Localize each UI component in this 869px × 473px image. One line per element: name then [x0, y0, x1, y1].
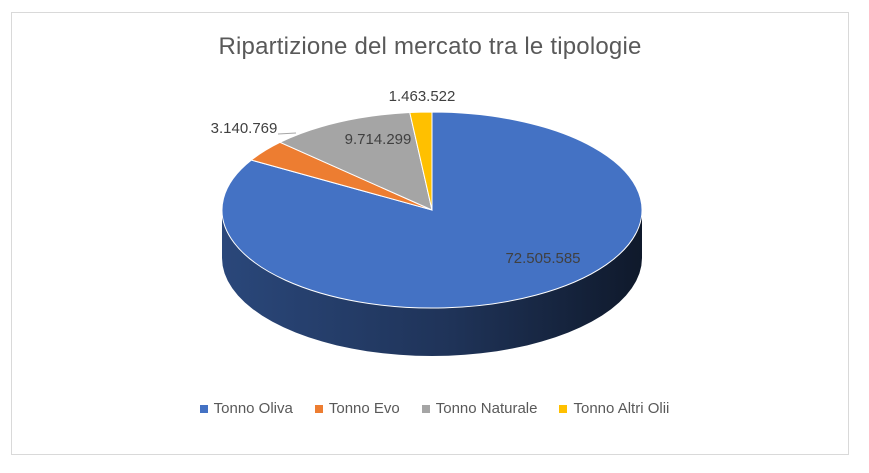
pie-side-tonno-oliva: [222, 210, 642, 356]
legend-label: Tonno Naturale: [435, 400, 538, 417]
legend-swatch: [421, 404, 430, 413]
legend-label: Tonno Evo: [328, 400, 400, 417]
data-label-tonno-evo: 3.140.769: [211, 120, 278, 137]
legend-label: Tonno Altri Olii: [573, 400, 670, 417]
legend-swatch: [559, 404, 568, 413]
legend-item-tonno-naturale[interactable]: Tonno Naturale: [421, 400, 538, 417]
chart-title: Ripartizione del mercato tra le tipologi…: [218, 33, 642, 60]
leader-line-tonno-evo: [277, 132, 297, 135]
pie-slice-tonno-altri-olii[interactable]: [409, 111, 433, 211]
legend: Tonno Oliva Tonno Evo Tonno Naturale Ton…: [0, 400, 869, 417]
legend-item-tonno-evo[interactable]: Tonno Evo: [314, 400, 400, 417]
legend-label: Tonno Oliva: [213, 400, 293, 417]
legend-item-tonno-altri-olii[interactable]: Tonno Altri Olii: [559, 400, 669, 417]
pie-slice-tonno-naturale[interactable]: [278, 112, 433, 211]
legend-item-tonno-oliva[interactable]: Tonno Oliva: [199, 400, 293, 417]
data-label-tonno-oliva: 72.505.585: [505, 250, 580, 267]
legend-swatch: [199, 404, 208, 413]
data-label-tonno-altri-olii: 1.463.522: [389, 88, 456, 105]
legend-swatch: [314, 404, 323, 413]
data-label-tonno-naturale: 9.714.299: [345, 131, 412, 148]
